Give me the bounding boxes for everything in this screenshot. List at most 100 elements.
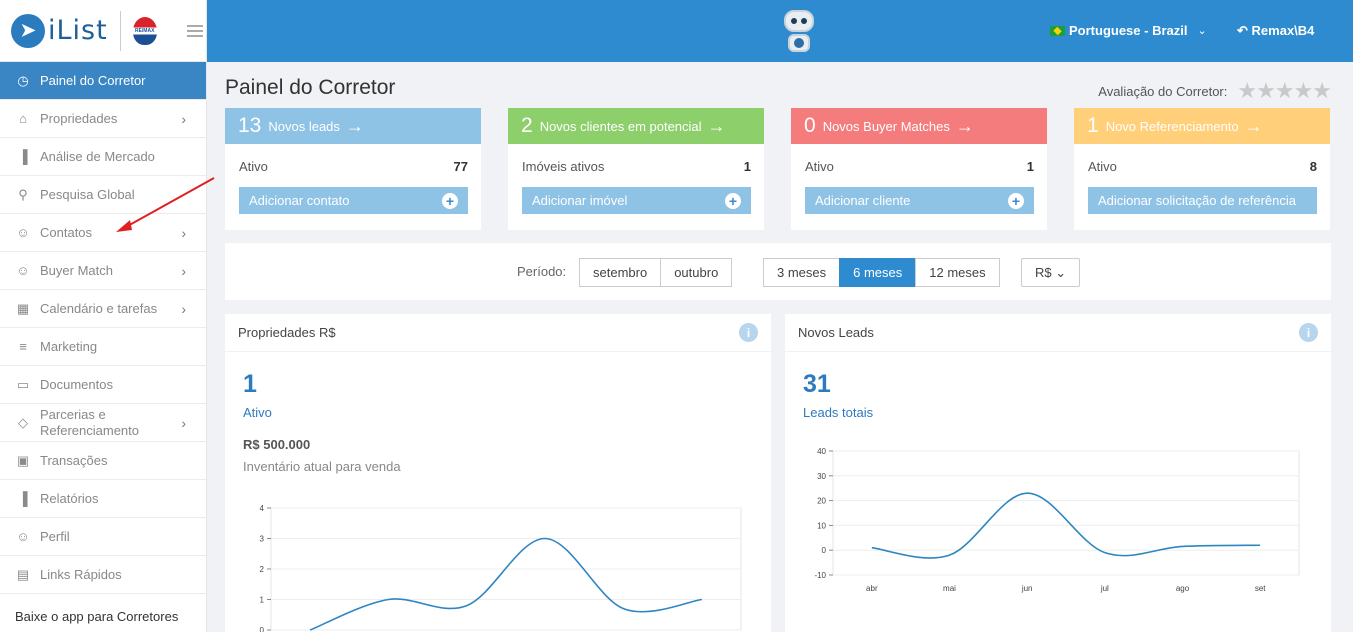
active-properties-label[interactable]: Ativo <box>243 405 272 420</box>
sidebar-item-perfil[interactable]: ☺ Perfil <box>0 518 206 556</box>
brand-header: ➤ iList RE/MAX <box>0 0 206 62</box>
user-menu[interactable]: ↶ Remax\B4 <box>1237 23 1314 39</box>
brand-name[interactable]: iList <box>48 15 108 46</box>
info-icon[interactable]: i <box>739 323 758 342</box>
annotation-arrow <box>116 177 215 232</box>
ilist-logo-icon[interactable]: ➤ <box>11 13 45 48</box>
card-header[interactable]: 13 Novos leads → <box>225 108 481 144</box>
range-button-12[interactable]: 12 meses <box>915 258 1000 287</box>
sidebar-item-propriedades[interactable]: ⌂ Propriedades › <box>0 100 206 138</box>
sidebar-item-calendario-e-tarefas[interactable]: ▦ Calendário e tarefas › <box>0 290 206 328</box>
card-add-button[interactable]: Adicionar solicitação de referência <box>1088 187 1317 214</box>
series-line <box>309 537 702 631</box>
sidebar-item-marketing[interactable]: ≡ Marketing <box>0 328 206 366</box>
remax-logo-text: RE/MAX <box>134 27 155 34</box>
language-label: Portuguese - Brazil <box>1069 23 1188 38</box>
card-add-label: Adicionar contato <box>249 193 350 208</box>
arrow-right-icon: → <box>1244 115 1263 136</box>
total-leads-count: 31 <box>803 370 831 398</box>
currency-dropdown[interactable]: R$ ⌄ <box>1021 258 1081 287</box>
properties-panel: Propriedades R$ i 1 Ativo R$ 500.000 Inv… <box>225 314 771 632</box>
card-stat-label: Ativo <box>805 159 834 174</box>
card-referrals: 1 Novo Referenciamento → Ativo 8 Adicionar so… <box>1074 108 1330 230</box>
range-button-6[interactable]: 6 meses <box>839 258 917 287</box>
sidebar-item-buyer-match[interactable]: ☺ Buyer Match › <box>0 252 206 290</box>
sidebar-item-links-rapidos[interactable]: ▤ Links Rápidos <box>0 556 206 594</box>
month-button-september[interactable]: setembro <box>579 258 662 287</box>
sidebar-item-contatos[interactable]: ☺ Contatos › <box>0 214 206 252</box>
app-download-link[interactable]: Baixe o app para Corretores <box>15 609 179 624</box>
y-tick-label: 10 <box>817 521 826 530</box>
topbar: Portuguese - Brazil ⌄ ↶ Remax\B4 <box>207 0 1353 62</box>
card-buyer-matches: 0 Novos Buyer Matches → Ativo 1 Adicionar cli… <box>791 108 1047 230</box>
sidebar-item-label: Painel do Corretor <box>40 73 146 88</box>
assistant-robot-icon[interactable] <box>781 10 817 54</box>
card-title: Novos leads <box>268 118 340 134</box>
card-title: Novos clientes em potencial <box>539 118 702 134</box>
sidebar-item-documentos[interactable]: ▭ Documentos <box>0 366 206 404</box>
period-label: Período: <box>517 264 567 279</box>
user-icon: ☺ <box>16 263 30 278</box>
inventory-label: Inventário atual para venda <box>243 459 401 474</box>
hamburger-menu-icon[interactable] <box>186 22 203 40</box>
properties-panel-title: Propriedades R$ <box>238 325 336 340</box>
total-leads-label[interactable]: Leads totais <box>803 405 874 420</box>
card-stat-label: Ativo <box>1088 159 1117 174</box>
rating-stars-icon[interactable]: ★★★★★ <box>1237 78 1332 103</box>
card-add-button[interactable]: Adicionar cliente + <box>805 187 1034 214</box>
sidebar-item-relatorios[interactable]: ▐ Relatórios <box>0 480 206 518</box>
card-add-button[interactable]: Adicionar imóvel + <box>522 187 751 214</box>
remax-logo-icon: RE/MAX <box>132 16 157 45</box>
x-tick-label: abr <box>866 584 878 593</box>
card-stat-value: 77 <box>453 159 468 174</box>
y-tick-label: 20 <box>817 497 826 506</box>
leads-chart: -10 0 10 20 30 40 abr mai jun jul ago set <box>814 447 1300 593</box>
card-potential-clients: 2 Novos clientes em potencial → Imóveis ati… <box>508 108 764 230</box>
sidebar-item-analise-de-mercado[interactable]: ▐ Análise de Mercado <box>0 138 206 176</box>
card-stat-row: Imóveis ativos 1 <box>508 144 764 174</box>
card-header[interactable]: 0 Novos Buyer Matches → <box>791 108 1047 144</box>
card-header[interactable]: 2 Novos clientes em potencial → <box>508 108 764 144</box>
sidebar-item-parcerias-e-referenciamento[interactable]: ◇ Parcerias e Referenciamento › <box>0 404 206 442</box>
book-icon: ≡ <box>19 339 27 354</box>
chart-frame <box>832 450 1300 576</box>
card-stat-value: 8 <box>1309 159 1317 174</box>
card-count: 2 <box>521 114 533 137</box>
y-tick-label: 3 <box>260 535 265 544</box>
arrow-right-icon: → <box>707 115 726 136</box>
card-add-button[interactable]: Adicionar contato + <box>239 187 468 214</box>
card-header[interactable]: 1 Novo Referenciamento → <box>1074 108 1330 144</box>
card-new-leads: 13 Novos leads → Ativo 77 Adicionar contato + <box>225 108 481 230</box>
sidebar-item-painel-do-corretor[interactable]: ◷ Painel do Corretor <box>0 62 206 100</box>
card-stat-label: Ativo <box>239 159 268 174</box>
x-tick-label: set <box>1255 584 1266 593</box>
card-title: Novos Buyer Matches <box>822 118 950 134</box>
y-tick-label: 0 <box>260 626 265 632</box>
chevron-down-icon: ⌄ <box>1197 25 1207 37</box>
language-selector[interactable]: Portuguese - Brazil ⌄ <box>1050 23 1207 38</box>
month-button-october[interactable]: outubro <box>660 258 733 287</box>
sidebar-item-label: Perfil <box>40 529 70 544</box>
arrow-right-icon: → <box>345 115 364 136</box>
leads-panel-header: Novos Leads i <box>785 314 1331 352</box>
x-tick-label: jun <box>1021 584 1033 593</box>
card-stat-row: Ativo 1 <box>791 144 1047 174</box>
card-add-label: Adicionar cliente <box>815 193 911 208</box>
sidebar-item-transacoes[interactable]: ▣ Transações <box>0 442 206 480</box>
chevron-right-icon: › <box>181 262 186 279</box>
card-stat-row: Ativo 77 <box>225 144 481 174</box>
contacts-icon: ☺ <box>16 225 30 240</box>
chevron-right-icon: › <box>181 110 186 127</box>
sidebar-item-pesquisa-global[interactable]: ⚲ Pesquisa Global <box>0 176 206 214</box>
info-icon[interactable]: i <box>1299 323 1318 342</box>
profile-icon: ☺ <box>16 529 30 544</box>
properties-chart: 0 1 2 3 4 <box>260 504 742 632</box>
series-line <box>871 492 1261 559</box>
sidebar-item-label: Calendário e tarefas <box>40 301 158 316</box>
sidebar-item-label: Links Rápidos <box>40 567 122 582</box>
x-tick-label: jul <box>1100 584 1109 593</box>
range-selector: 3 meses 6 meses 12 meses <box>763 258 1000 287</box>
card-add-label: Adicionar imóvel <box>532 193 628 208</box>
sidebar-item-label: Parcerias e Referenciamento <box>40 406 139 438</box>
range-button-3[interactable]: 3 meses <box>763 258 841 287</box>
